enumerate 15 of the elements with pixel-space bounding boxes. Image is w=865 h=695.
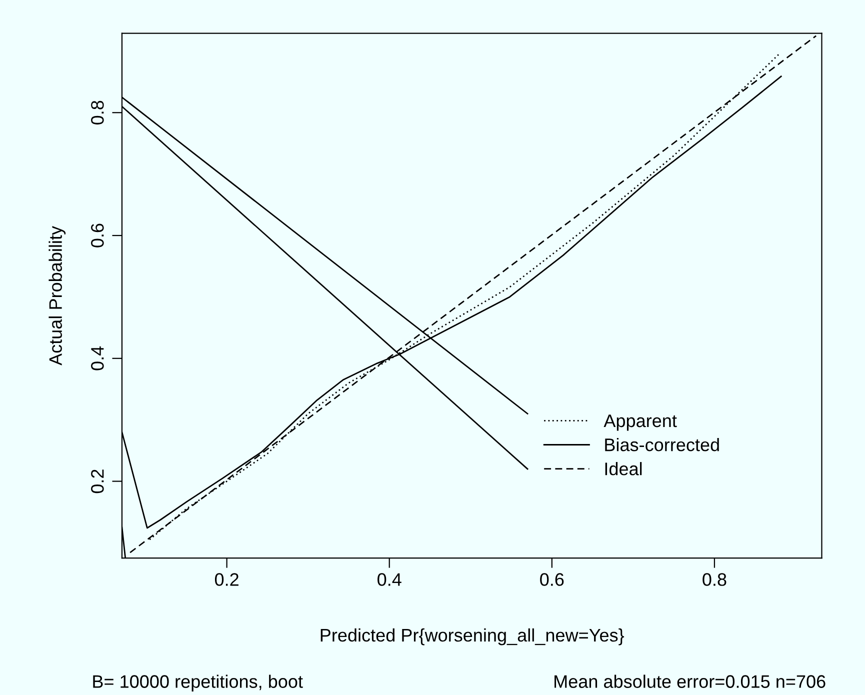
y-tick-label: 0.6 [91,224,104,248]
y-axis-title: Actual Probability [48,226,66,366]
text: B= 10000 repetitions, boot [93,674,303,692]
x-tick-label: 0.8 [702,573,726,586]
x-axis-title: Predicted Pr{worsening_all_new=Yes} [320,628,624,646]
y-tick-label: 0.8 [91,100,104,124]
legend-label: Apparent [604,414,677,431]
y-tick-label: 0.2 [91,470,104,494]
x-tick-label: 0.6 [540,573,564,586]
y-tick-label: 0.4 [91,346,104,370]
legend-label: Ideal [605,462,642,476]
x-tick-label: 0.4 [378,573,402,586]
text: Mean absolute error=0.015 n=706 [554,674,826,688]
legend-label: Bias-corrected [605,438,719,452]
x-tick-label: 0.2 [214,573,238,586]
